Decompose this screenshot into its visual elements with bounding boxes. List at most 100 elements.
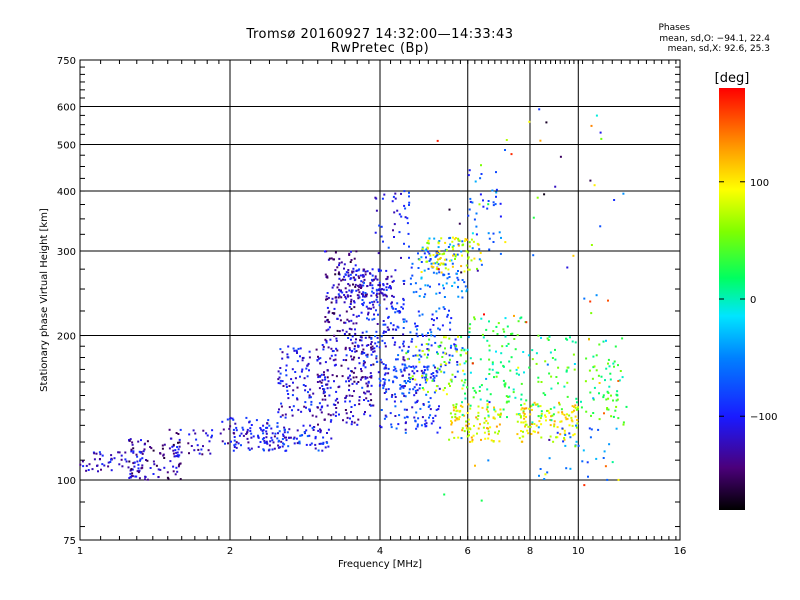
data-point (441, 253, 444, 256)
data-point (390, 302, 393, 305)
data-point (129, 438, 132, 441)
data-point (427, 353, 429, 356)
data-point (262, 424, 265, 427)
data-point (296, 398, 299, 401)
data-point (437, 242, 440, 245)
data-point (340, 279, 343, 282)
data-point (522, 421, 525, 424)
data-point (522, 430, 524, 433)
data-point (365, 305, 368, 308)
data-point (461, 296, 464, 299)
data-point (460, 265, 463, 268)
data-point (393, 365, 396, 368)
data-point (429, 376, 432, 379)
data-point (362, 364, 365, 367)
data-point (442, 287, 445, 290)
data-point (535, 362, 538, 365)
data-point (444, 352, 447, 355)
data-point (371, 290, 374, 293)
data-point (377, 252, 380, 255)
data-point (488, 373, 491, 375)
data-point (350, 328, 353, 331)
data-point (377, 371, 380, 374)
data-point (331, 374, 334, 377)
data-point (365, 344, 368, 347)
data-point (448, 354, 451, 357)
data-point (566, 417, 569, 420)
data-point (131, 441, 134, 444)
data-point (565, 418, 568, 421)
data-point (368, 403, 371, 406)
data-point (390, 275, 393, 278)
data-point (402, 333, 405, 336)
data-point (367, 318, 370, 321)
data-point (565, 467, 568, 470)
data-point (107, 465, 110, 468)
data-point (93, 458, 96, 461)
data-point (449, 243, 452, 246)
data-point (314, 435, 317, 438)
data-point (248, 421, 251, 424)
data-point (325, 340, 328, 342)
data-point (334, 296, 337, 299)
data-point (502, 379, 505, 382)
x-tick-label: 6 (465, 546, 471, 557)
x-tick-label: 10 (572, 546, 585, 557)
data-point (422, 388, 425, 391)
data-point (297, 408, 300, 411)
data-point (487, 433, 490, 436)
data-point (344, 409, 347, 411)
data-point (138, 477, 141, 480)
data-point (370, 364, 373, 367)
data-point (150, 447, 153, 450)
data-point (357, 284, 359, 287)
data-point (490, 439, 493, 442)
data-point (576, 406, 579, 409)
data-point (563, 437, 566, 439)
data-point (210, 436, 213, 439)
data-point (387, 372, 390, 375)
data-point (361, 351, 364, 354)
data-point (485, 377, 488, 380)
data-point (373, 278, 375, 281)
data-point (113, 457, 116, 460)
data-point (443, 308, 446, 310)
data-point (396, 310, 399, 313)
data-point (426, 348, 429, 350)
data-point (427, 390, 429, 393)
data-point (590, 414, 592, 417)
data-point (544, 415, 547, 418)
data-point (230, 440, 232, 443)
data-point (548, 372, 551, 375)
data-point (595, 114, 598, 117)
data-point (250, 436, 253, 439)
data-point (585, 410, 588, 413)
data-point (525, 399, 528, 402)
data-point (445, 282, 448, 285)
data-point (404, 207, 407, 210)
data-point (317, 375, 320, 378)
data-point (540, 436, 543, 439)
data-point (605, 367, 608, 370)
data-point (418, 361, 421, 364)
data-point (367, 400, 370, 402)
data-point (449, 412, 452, 415)
data-point (492, 204, 495, 207)
data-point (346, 318, 349, 321)
data-point (432, 375, 435, 377)
data-point (378, 281, 381, 284)
data-point (486, 388, 489, 391)
data-point (440, 262, 443, 265)
data-point (427, 349, 430, 352)
data-point (370, 294, 373, 297)
data-point (479, 177, 482, 180)
data-point (232, 449, 235, 452)
data-point (385, 286, 388, 289)
data-point (573, 433, 576, 436)
data-point (345, 297, 348, 300)
data-point (460, 437, 463, 440)
data-point (372, 306, 375, 309)
data-point (587, 475, 589, 478)
data-point (525, 321, 528, 324)
data-point (461, 405, 464, 408)
